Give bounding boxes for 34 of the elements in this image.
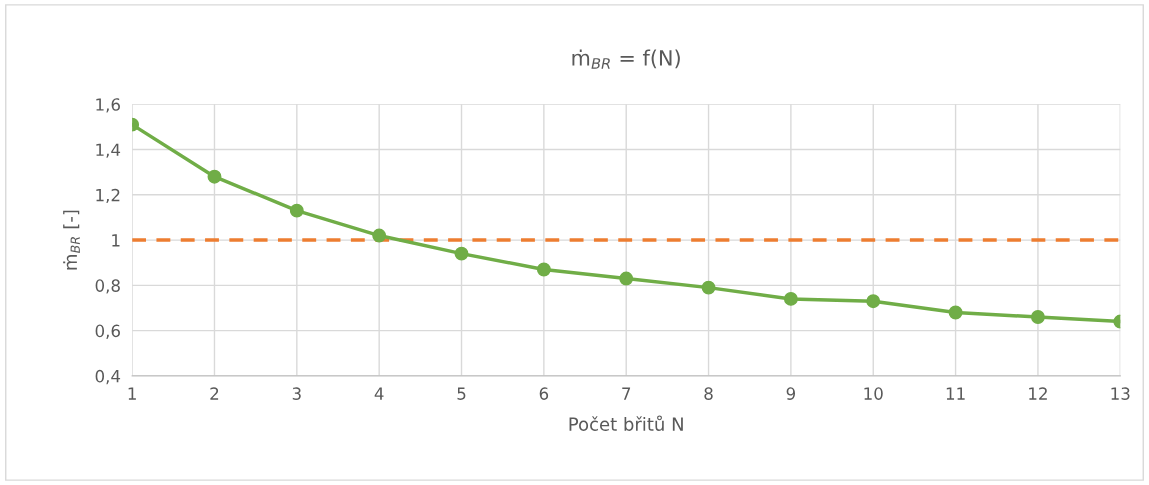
y-tick-label: 1,6 [96,98,120,113]
x-tick-label: 1 [128,387,136,400]
point [783,291,798,306]
y-tick-label: 0,8 [95,279,120,294]
x-tick-label: 4 [374,387,384,400]
point [701,280,716,295]
y-tick-label: 0,4 [95,369,121,385]
point [289,203,304,218]
x-tick-label: 2 [210,387,219,400]
x-tick-label: 5 [457,387,466,400]
point [207,169,222,184]
x-tick-label: 11 [946,387,965,400]
chart-title: ṁ$_{BR}$ = f(N) [572,49,680,69]
x-tick-label: 12 [1029,387,1047,400]
x-tick-label: 3 [292,387,301,400]
point [619,271,634,286]
x-tick-label: 10 [864,387,883,400]
x-tick-label: 9 [786,387,796,400]
x-tick-label: 8 [704,387,713,400]
y-tick-label: 1,4 [96,143,121,158]
x-tick-label: 7 [622,387,631,400]
x-tick-label: 13 [1111,387,1130,400]
point [454,246,469,261]
y-tick-label: 1,2 [96,188,120,204]
x-axis-title: Počet břitů N [569,415,683,431]
y-tick-label: 0,6 [95,324,120,339]
y-tick-label: 1 [112,234,120,247]
point [866,294,881,309]
y-axis-title: ṁ$_{BR}$ [-] [63,210,80,270]
point [372,228,387,243]
point [948,305,963,320]
x-tick-label: 6 [539,387,549,400]
point [1030,310,1045,324]
point [536,262,551,277]
